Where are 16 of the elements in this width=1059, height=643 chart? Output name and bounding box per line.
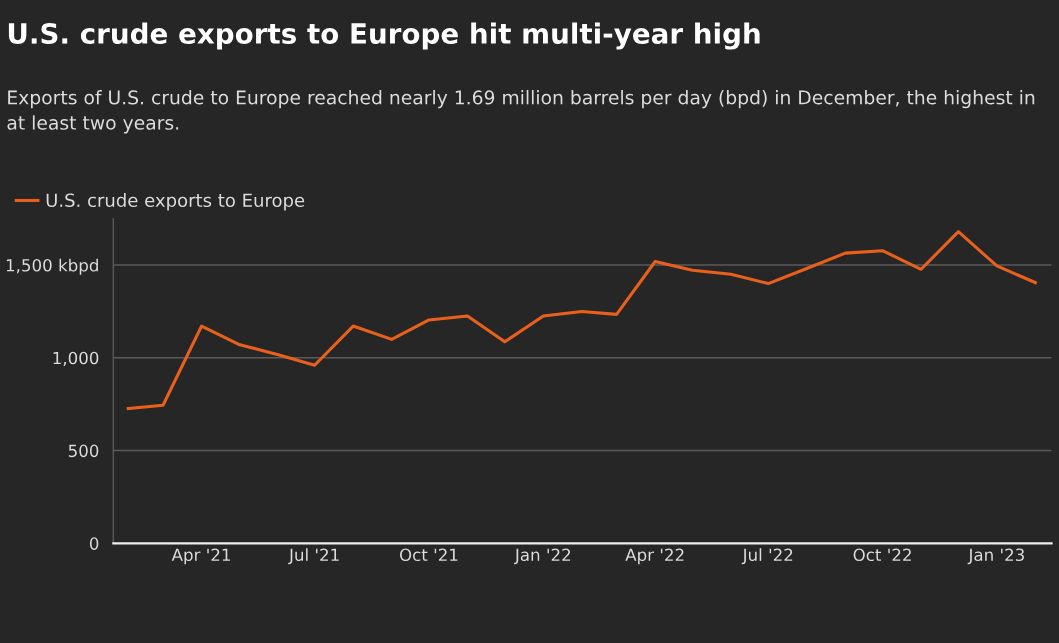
x-tick-label: Oct '22 <box>853 548 911 562</box>
line-series <box>126 230 1037 411</box>
x-tick-label: Apr '22 <box>625 548 684 565</box>
chart-title: U.S. crude exports to Europe hit multi-year high <box>8 22 760 50</box>
y-tick-label: 1,000 <box>53 351 99 367</box>
y-tick-label: 500 <box>68 444 99 458</box>
x-tick-label: Oct '21 <box>399 548 458 562</box>
y-tick-label: 0 <box>89 537 99 550</box>
chart-subtitle: Exports of U.S. crude to Europe reached nearly 1.69 million barrels per day (bpd) in December, the highest in at least two years. <box>7 90 1035 134</box>
x-tick-label: Apr '21 <box>171 548 230 565</box>
x-tick-label: Jan '22 <box>514 548 571 565</box>
x-tick-label: Jan '23 <box>967 548 1024 565</box>
legend-label: U.S. crude exports to Europe <box>46 193 305 211</box>
y-tick-label: 1,500 kbpd <box>6 258 98 275</box>
x-tick-label: Jul '21 <box>288 548 339 565</box>
x-tick-label: Jul '22 <box>741 548 793 565</box>
